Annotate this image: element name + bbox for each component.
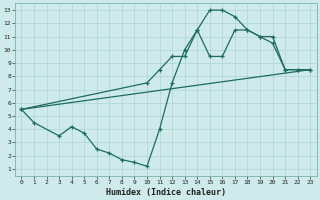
X-axis label: Humidex (Indice chaleur): Humidex (Indice chaleur) — [106, 188, 226, 197]
